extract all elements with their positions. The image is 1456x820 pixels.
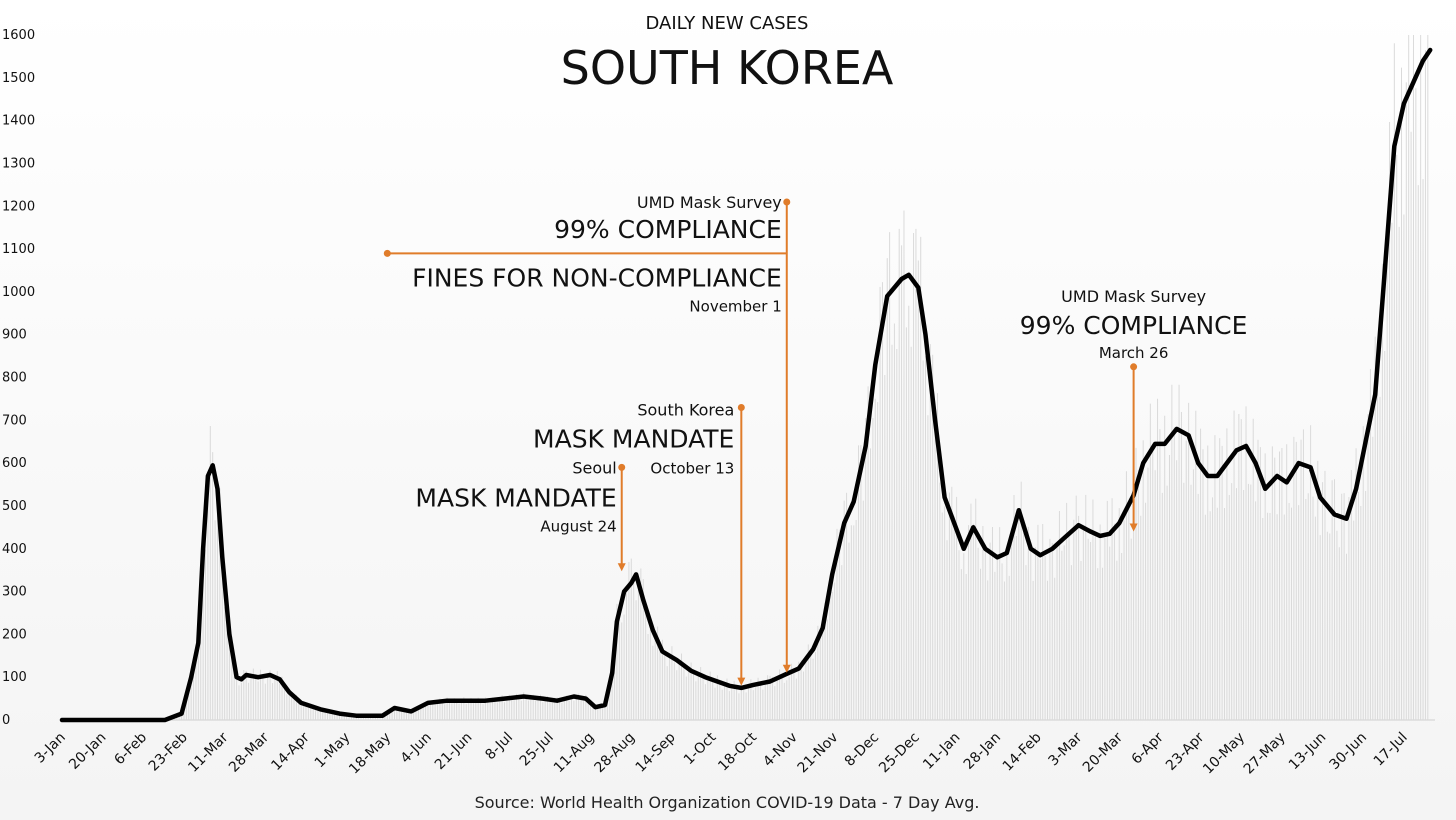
y-tick-label: 900: [2, 328, 27, 343]
annotation-title: FINES FOR NON-COMPLIANCE: [412, 263, 782, 292]
y-tick-label: 100: [2, 670, 27, 685]
annotation-dot: [737, 403, 745, 411]
annotation-date: November 1: [689, 297, 781, 315]
x-tick-label: 17-Jul: [1371, 730, 1411, 770]
x-tick-label: 14-Feb: [1000, 729, 1045, 774]
x-tick-label: 6-Apr: [1129, 729, 1167, 767]
x-tick-label: 28-Mar: [226, 729, 272, 775]
annotation-label: UMD Mask Survey: [1061, 287, 1206, 306]
y-tick-label: 1200: [2, 199, 35, 214]
x-tick-label: 6-Feb: [111, 729, 150, 768]
annotation-dot: [383, 249, 391, 257]
daily-bars-group: [166, 35, 1429, 720]
y-tick-label: 1000: [2, 285, 35, 300]
y-tick-label: 500: [2, 499, 27, 514]
y-tick-label: 1500: [2, 71, 35, 86]
annotation-title: 99% COMPLIANCE: [554, 215, 782, 244]
annotation-dot: [618, 463, 626, 471]
x-tick-label: 21-Nov: [795, 730, 842, 777]
x-tick-label: 25-Dec: [876, 730, 923, 777]
y-tick-label: 800: [2, 371, 27, 386]
x-tick-label: 28-Aug: [592, 730, 639, 777]
y-tick-label: 1400: [2, 114, 35, 129]
x-tick-label: 10-May: [1200, 730, 1248, 778]
chart-subtitle: DAILY NEW CASES: [646, 13, 809, 34]
annotation-title: MASK MANDATE: [415, 483, 616, 512]
x-tick-label: 14-Apr: [268, 729, 313, 774]
x-tick-label: 23-Feb: [146, 729, 191, 774]
y-tick-label: 700: [2, 413, 27, 428]
annotation-label: South Korea: [637, 400, 734, 419]
annotation-arrowhead: [737, 677, 746, 686]
x-tick-label: 20-Mar: [1080, 729, 1126, 775]
annotation-arrowhead: [1129, 523, 1138, 532]
y-tick-label: 1300: [2, 156, 35, 171]
x-tick-label: 18-May: [346, 730, 394, 778]
x-tick-label: 27-May: [1241, 730, 1289, 778]
x-tick-label: 11-Aug: [551, 730, 598, 777]
annotation-dot: [1130, 363, 1138, 371]
annotation-date: August 24: [540, 517, 616, 535]
y-tick-label: 200: [2, 627, 27, 642]
chart-title: SOUTH KOREA: [561, 41, 894, 95]
chart-source: Source: World Health Organization COVID-…: [475, 793, 980, 812]
annotation-date: October 13: [650, 459, 734, 477]
x-tick-label: 3-Jan: [32, 730, 69, 767]
y-tick-label: 400: [2, 542, 27, 557]
y-tick-label: 0: [2, 713, 10, 728]
x-tick-label: 4-Jun: [398, 730, 435, 767]
x-tick-label: 8-Jul: [482, 730, 516, 764]
x-tick-label: 11-Mar: [185, 729, 231, 775]
annotation-arrowhead: [617, 563, 626, 572]
x-tick-label: 20-Jan: [66, 730, 109, 773]
annotation-title: 99% COMPLIANCE: [1020, 311, 1248, 340]
annotation-label: UMD Mask Survey: [637, 193, 782, 212]
x-tick-label: 11-Jan: [920, 730, 963, 773]
annotation-dot: [783, 198, 791, 206]
x-tick-label: 18-Oct: [715, 729, 760, 774]
x-tick-label: 13-Jun: [1286, 730, 1330, 774]
x-tick-label: 21-Jun: [432, 730, 476, 774]
y-tick-label: 600: [2, 456, 27, 471]
annotation-layer: Seoul MASK MANDATE August 24 South Korea MAS…: [383, 193, 1248, 686]
y-tick-label: 1100: [2, 242, 35, 257]
series-line: [59, 47, 1433, 723]
annotation-arrowhead: [782, 664, 791, 673]
y-tick-label: 1600: [2, 28, 35, 43]
y-tick-label: 300: [2, 585, 27, 600]
x-tick-label: 28-Jan: [961, 730, 1004, 773]
annotation-date: March 26: [1099, 344, 1169, 362]
x-tick-label: 1-Oct: [681, 729, 720, 768]
annotation-title: MASK MANDATE: [533, 424, 734, 453]
x-tick-label: 14-Sep: [633, 729, 679, 775]
annotation-label: Seoul: [572, 458, 616, 477]
x-tick-label: 30-Jun: [1327, 730, 1371, 774]
